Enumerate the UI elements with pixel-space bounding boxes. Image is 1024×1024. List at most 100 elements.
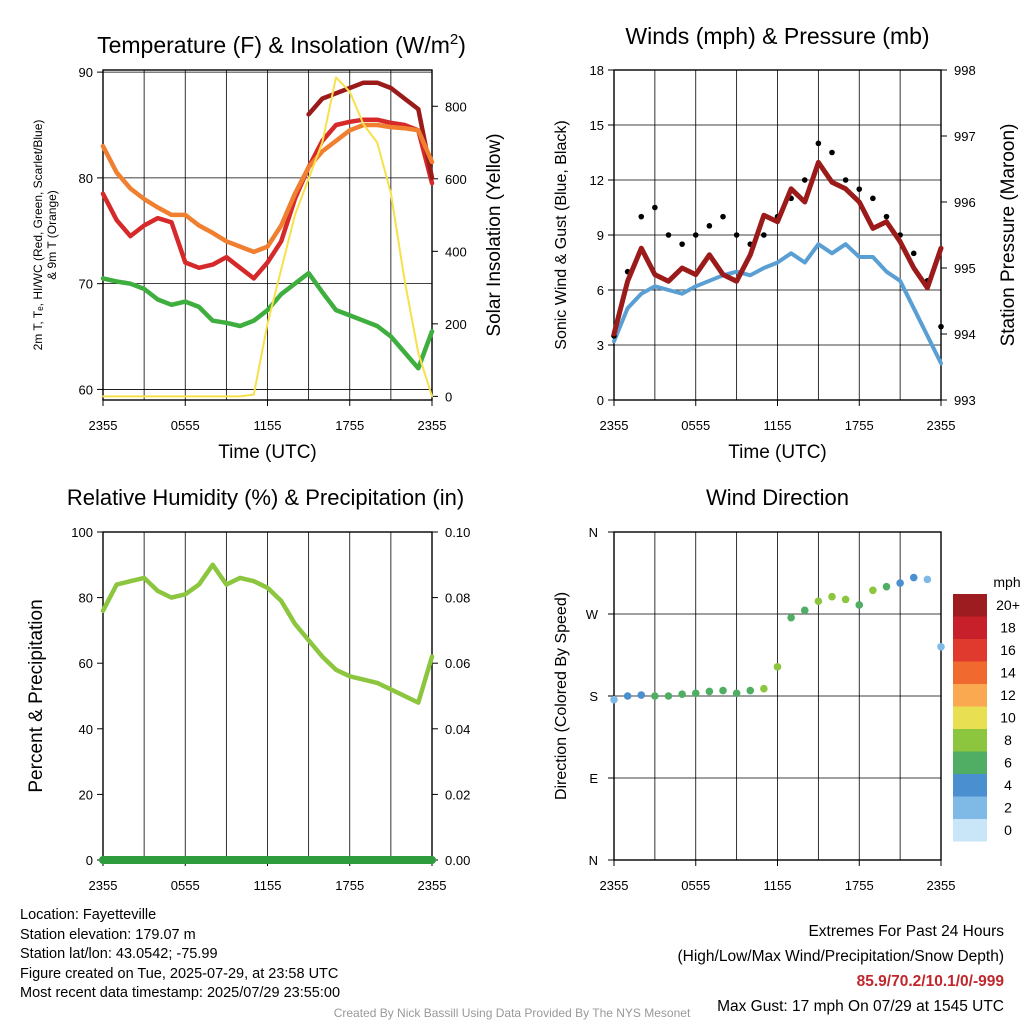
- extremes-subtitle: (High/Low/Max Wind/Precipitation/Snow De…: [677, 948, 1005, 965]
- x-tick-label: 1755: [845, 878, 874, 893]
- meteogram-figure: 2355 0555 1155 1755 235560708090020040060080…: [26, 23, 1021, 893]
- x-tick-label: 0555: [681, 878, 710, 893]
- direction-tick-label: S: [589, 689, 598, 704]
- y-tick-label-left: 6: [597, 283, 604, 298]
- x-tick-label: 1755: [335, 418, 364, 433]
- y-axis-label-left: Sonic Wind & Gust (Blue, Black): [553, 120, 570, 349]
- y-tick-label-left: 90: [79, 65, 93, 80]
- direction-point: [651, 692, 659, 700]
- y-tick-label-right: 0.00: [445, 853, 470, 868]
- y-tick-label-left: 100: [71, 525, 93, 540]
- direction-point: [841, 595, 850, 604]
- y-tick-label-left: 20: [79, 787, 93, 802]
- x-tick-label: 0555: [171, 418, 200, 433]
- gust-point: [733, 232, 740, 238]
- extremes-panel: Extremes For Past 24 Hours (High/Low/Max…: [678, 919, 1005, 1019]
- gust-point: [870, 195, 876, 202]
- direction-point: [869, 586, 877, 595]
- y-tick-label-left: 3: [597, 338, 604, 353]
- y-tick-label-left: 70: [79, 277, 93, 292]
- y-axis-label-right: Solar Insolation (Yellow): [484, 133, 505, 336]
- chart-title-temperature: Temperature (F) & Insolation (W/m2): [97, 31, 466, 58]
- direction-point: [664, 692, 673, 700]
- extremes-values: 85.9/70.2/10.1/0/-999: [856, 973, 1004, 990]
- y-tick-label-right: 0.08: [445, 591, 470, 606]
- x-tick-label: 0555: [171, 878, 200, 893]
- station-info: Location: Fayetteville Station elevation…: [20, 906, 340, 1004]
- series-relative_humidity: [100, 562, 435, 705]
- gust-point: [829, 149, 835, 156]
- x-tick-label: 2355: [927, 878, 956, 893]
- y-axis-label-left-line1: 2m T, Tₑ, HI/WC (Red, Green, Scarlet/Blu…: [31, 120, 45, 351]
- direction-point: [828, 592, 836, 601]
- direction-point: [691, 689, 700, 698]
- legend-swatch: [953, 616, 987, 639]
- y-tick-label-right: 0.06: [445, 656, 470, 671]
- legend-swatch: [953, 639, 987, 662]
- direction-point: [937, 643, 945, 651]
- legend-label: 18: [1000, 620, 1016, 636]
- gust-point: [938, 323, 944, 330]
- direction-point: [760, 684, 768, 693]
- legend-swatch: [953, 774, 987, 797]
- x-tick-label: 2355: [418, 418, 447, 433]
- x-tick-label: 2355: [89, 878, 118, 893]
- station-location: Location: Fayetteville: [20, 907, 157, 923]
- x-tick-label: 1155: [764, 878, 792, 893]
- chart-title-humidity: Relative Humidity (%) & Precipitation (i…: [67, 485, 464, 510]
- legend-label: 10: [1000, 710, 1016, 726]
- x-tick-label: 2355: [927, 418, 956, 433]
- direction-tick-label: E: [589, 771, 598, 786]
- chart-title-direction: Wind Direction: [706, 485, 849, 510]
- y-tick-label-left: 60: [79, 382, 93, 397]
- legend-swatch: [953, 729, 987, 752]
- legend-swatch: [953, 661, 987, 684]
- y-tick-label-right: 994: [954, 327, 976, 342]
- y-tick-label-left: 0: [86, 853, 93, 868]
- y-tick-label-right: 400: [445, 244, 467, 259]
- series-solar_insolation: [102, 76, 433, 398]
- x-axis-label: Time (UTC): [218, 442, 317, 463]
- legend-label: 20+: [996, 597, 1020, 613]
- gust-point: [679, 241, 685, 247]
- legend-label: 2: [1004, 800, 1012, 816]
- title-main-span: Temperature (F) & Insolation (W/m: [97, 32, 450, 58]
- direction-tick-label: N: [589, 853, 598, 868]
- y-tick-label-right: 800: [445, 99, 467, 114]
- x-tick-label: 1155: [764, 418, 792, 433]
- gust-point: [638, 213, 645, 220]
- x-tick-label: 2355: [600, 418, 629, 433]
- direction-point: [610, 695, 618, 704]
- max-gust: Max Gust: 17 mph On 07/29 at 1545 UTC: [717, 998, 1004, 1015]
- y-tick-label-left: 80: [79, 591, 93, 606]
- x-tick-label: 1155: [254, 878, 282, 893]
- y-tick-label-left: 40: [79, 722, 93, 737]
- gust-point: [652, 204, 658, 211]
- y-tick-label-right: 600: [445, 172, 467, 187]
- direction-point: [896, 579, 904, 587]
- y-tick-label-right: 995: [954, 261, 976, 276]
- y-tick-label-right: 200: [445, 317, 467, 332]
- x-tick-label: 2355: [418, 878, 447, 893]
- series-dewpoint_2m: [100, 270, 435, 371]
- y-tick-label-right: 0.10: [445, 525, 470, 540]
- direction-point: [705, 687, 714, 696]
- direction-tick-label: N: [589, 525, 598, 540]
- chart-title-winds: Winds (mph) & Pressure (mb): [625, 23, 929, 49]
- direction-point: [855, 601, 864, 609]
- legend-swatch: [953, 594, 987, 617]
- legend-label: 0: [1004, 822, 1012, 838]
- legend-swatch: [953, 751, 987, 774]
- legend-swatch: [953, 819, 987, 842]
- gust-point: [842, 177, 849, 183]
- y-axis-label: Percent & Precipitation: [26, 599, 47, 792]
- y-tick-label-right: 0.04: [445, 722, 470, 737]
- direction-point: [773, 663, 782, 671]
- title-superscript: 2: [450, 31, 458, 48]
- x-tick-label: 0555: [681, 418, 710, 433]
- y-tick-label-left: 15: [590, 118, 604, 133]
- gust-point: [815, 140, 822, 147]
- y-tick-label-right: 0: [445, 389, 452, 404]
- gust-point: [856, 186, 863, 192]
- legend-label: 14: [1000, 665, 1016, 681]
